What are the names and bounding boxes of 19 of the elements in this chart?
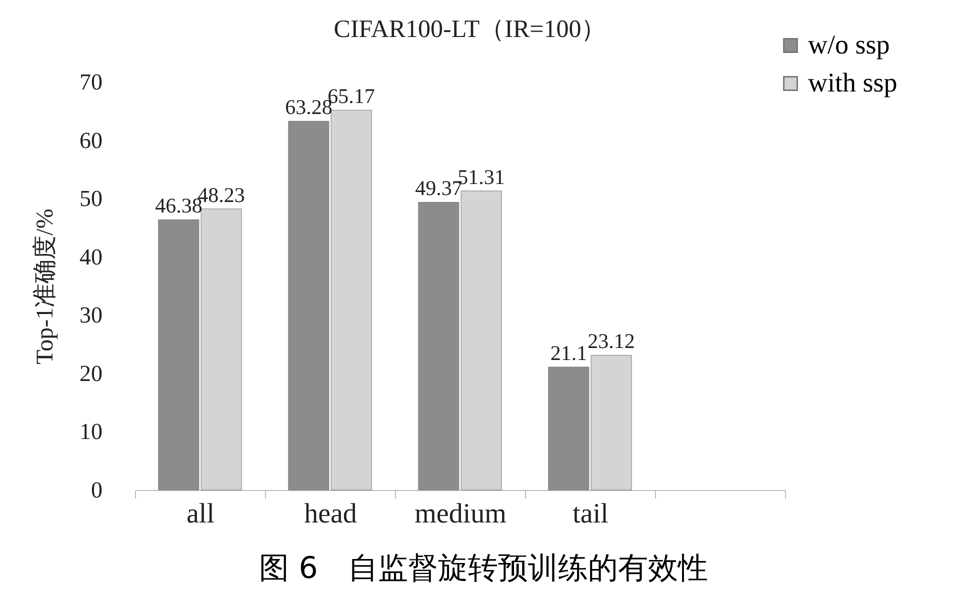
legend-label: with ssp [808,68,898,98]
x-tick-label: head [304,498,357,530]
data-label: 21.1 [550,341,588,366]
y-tick-label: 10 [80,419,102,444]
x-tick-label: tail [572,498,609,530]
y-tick-label: 60 [80,128,102,153]
y-tick-label: 20 [80,360,102,386]
y-tick-label: 70 [80,70,102,94]
y-axis-title: Top-1准确度/% [32,208,58,364]
caption: 图 6 自监督旋转预训练的有效性 [258,550,709,588]
y-tick-label: 40 [80,244,102,270]
x-tick-label: medium [414,498,507,530]
y-tick-label: 0 [91,478,102,502]
legend-label: w/o ssp [808,30,890,60]
chart-title: CIFAR100-LT（IR=100） [334,16,606,43]
x-tick-label: all [186,498,215,530]
data-label: 23.12 [588,329,635,354]
y-tick-label: 50 [80,186,102,212]
y-tick-label: 30 [80,302,102,328]
